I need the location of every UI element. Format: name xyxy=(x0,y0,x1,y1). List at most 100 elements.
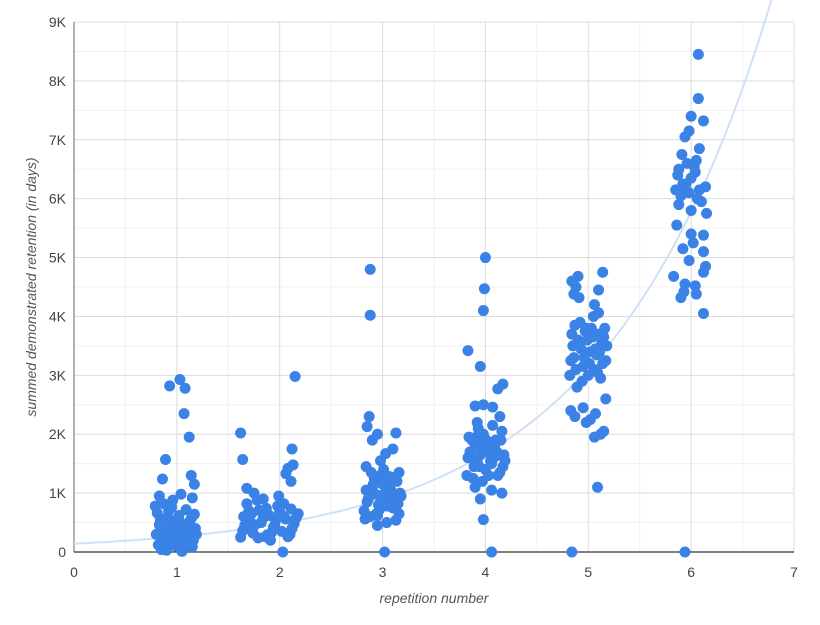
data-point xyxy=(156,473,168,485)
data-point xyxy=(285,475,297,487)
data-point xyxy=(693,143,705,155)
data-point xyxy=(597,266,609,278)
y-tick-label: 2K xyxy=(49,426,67,442)
data-point xyxy=(592,366,604,378)
data-point xyxy=(257,512,269,524)
data-point xyxy=(687,237,699,249)
data-point xyxy=(671,219,683,231)
x-tick-label: 6 xyxy=(687,564,695,580)
data-point xyxy=(478,283,490,295)
data-point xyxy=(171,532,183,544)
data-point xyxy=(487,401,499,413)
data-point xyxy=(359,513,371,525)
data-point xyxy=(577,361,589,372)
x-tick-label: 3 xyxy=(379,564,387,580)
data-point xyxy=(466,434,478,446)
data-point xyxy=(495,434,507,446)
y-tick-label: 1K xyxy=(49,485,67,501)
data-point xyxy=(164,380,176,392)
data-point xyxy=(491,446,503,458)
x-tick-label: 4 xyxy=(482,564,490,580)
data-point xyxy=(472,422,484,434)
data-point xyxy=(371,509,383,521)
data-point xyxy=(246,507,258,519)
y-tick-label: 9K xyxy=(49,14,67,30)
data-point xyxy=(494,411,506,423)
data-point xyxy=(289,371,301,383)
data-point xyxy=(477,514,489,526)
data-point xyxy=(569,411,581,423)
data-point xyxy=(565,355,577,367)
data-point xyxy=(378,464,390,476)
y-axis-title: summed demonstrated retention (in days) xyxy=(23,157,39,416)
x-axis-title: repetition number xyxy=(380,590,490,606)
data-point xyxy=(282,531,294,543)
data-point xyxy=(693,184,705,196)
data-point xyxy=(153,519,165,531)
data-point xyxy=(363,411,375,423)
data-point xyxy=(390,514,402,526)
y-tick-label: 7K xyxy=(49,132,67,148)
data-point xyxy=(388,492,400,504)
data-point xyxy=(178,408,190,420)
data-point xyxy=(235,427,247,439)
data-point xyxy=(588,299,600,311)
data-point xyxy=(364,309,376,321)
data-point xyxy=(287,459,299,471)
data-point xyxy=(361,421,373,433)
data-point xyxy=(675,292,687,304)
data-point xyxy=(483,469,495,481)
data-point xyxy=(174,373,186,385)
data-point xyxy=(582,369,594,381)
data-point xyxy=(569,319,581,331)
data-point xyxy=(393,467,405,478)
data-point xyxy=(469,481,481,493)
data-point xyxy=(151,507,163,519)
data-point xyxy=(277,510,289,522)
y-tick-label: 0 xyxy=(58,544,66,560)
data-point xyxy=(169,515,181,527)
data-point xyxy=(380,481,392,493)
x-tick-label: 0 xyxy=(70,564,78,580)
data-point xyxy=(571,381,583,393)
data-point xyxy=(260,502,272,514)
data-point xyxy=(290,512,302,524)
data-point xyxy=(367,478,379,490)
data-point xyxy=(499,455,511,467)
data-point xyxy=(587,310,599,322)
data-point xyxy=(496,487,508,499)
data-point xyxy=(679,131,691,143)
data-point xyxy=(573,292,585,304)
data-point xyxy=(160,454,172,466)
data-point xyxy=(485,455,497,467)
data-point xyxy=(566,546,578,558)
data-point xyxy=(599,322,611,334)
data-point xyxy=(492,469,504,481)
data-point xyxy=(183,431,195,443)
data-point xyxy=(697,308,709,319)
data-point xyxy=(176,545,188,557)
data-point xyxy=(273,490,285,502)
data-point xyxy=(683,255,695,266)
data-point xyxy=(477,305,489,317)
data-point xyxy=(692,48,704,60)
data-point xyxy=(600,355,612,367)
data-point xyxy=(376,489,388,501)
data-point xyxy=(690,288,702,300)
data-point xyxy=(577,402,589,414)
data-point xyxy=(365,467,377,478)
data-point xyxy=(572,270,584,282)
data-point xyxy=(598,331,610,343)
data-point xyxy=(685,110,697,122)
data-point xyxy=(592,481,604,493)
data-point xyxy=(150,528,162,540)
data-point xyxy=(477,399,489,411)
data-point xyxy=(269,520,281,531)
data-point xyxy=(697,115,709,127)
data-point xyxy=(277,546,289,558)
data-point xyxy=(379,546,391,558)
y-tick-label: 8K xyxy=(49,73,67,89)
data-point xyxy=(237,525,249,537)
data-point xyxy=(677,243,689,255)
